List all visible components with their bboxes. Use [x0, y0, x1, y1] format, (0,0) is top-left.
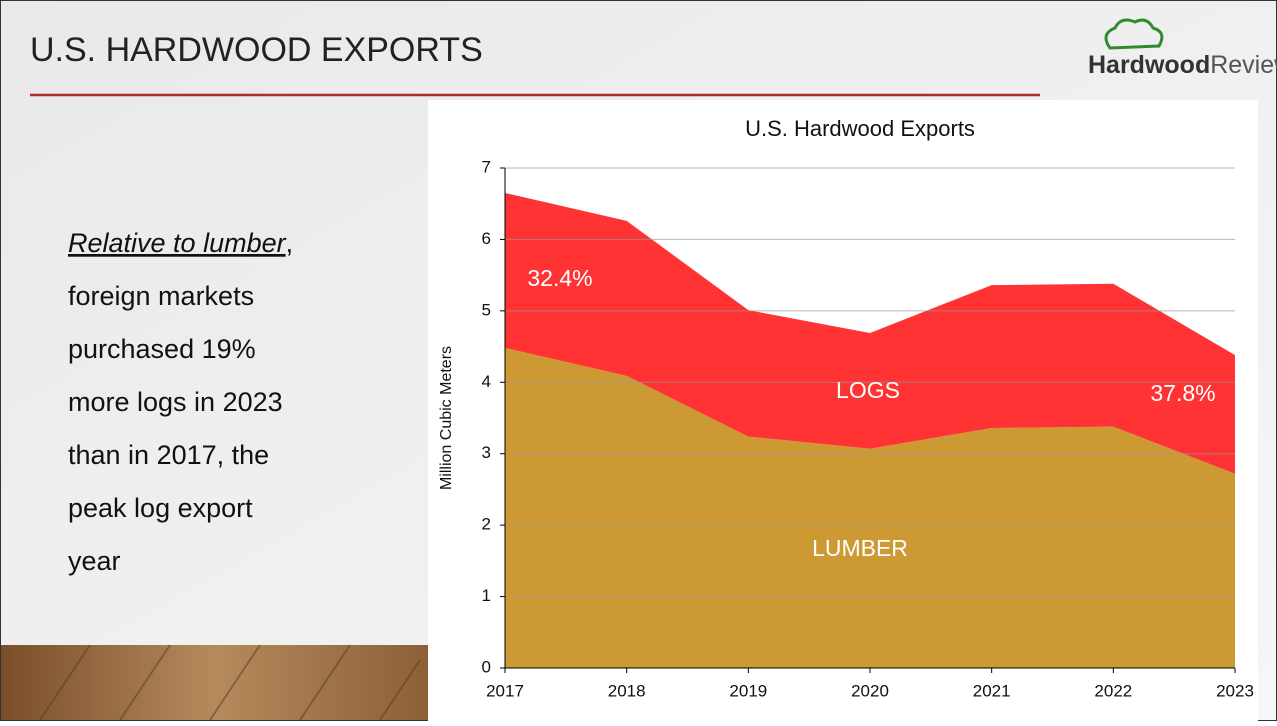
y-tick-label: 1 [482, 586, 491, 605]
y-tick-label: 5 [482, 300, 491, 319]
y-tick-label: 6 [482, 229, 491, 248]
y-tick-label: 7 [482, 157, 491, 176]
logo: HardwoodReview [1088, 18, 1277, 79]
x-tick-label: 2017 [486, 681, 524, 700]
y-tick-label: 2 [482, 515, 491, 534]
series-label: LUMBER [812, 535, 908, 561]
logo-text: HardwoodReview [1088, 51, 1277, 79]
body-line: than in 2017, the [68, 440, 269, 470]
y-tick-label: 4 [482, 372, 491, 391]
body-line: peak log export [68, 493, 253, 523]
annotation: 37.8% [1150, 380, 1215, 406]
body-text: Relative to lumber, foreign markets purch… [68, 228, 293, 576]
x-tick-label: 2023 [1216, 681, 1254, 700]
area [505, 348, 1235, 668]
annotation: 32.4% [527, 265, 592, 291]
y-tick-label: 0 [482, 657, 491, 676]
body-line: more logs in 2023 [68, 387, 283, 417]
y-tick-label: 3 [482, 443, 491, 462]
logo-bold: Hardwood [1088, 51, 1210, 79]
body-lead-line: Relative to lumber, [68, 228, 293, 258]
logo-light: Review [1210, 51, 1277, 79]
x-tick-label: 2018 [608, 681, 646, 700]
x-tick-label: 2019 [729, 681, 767, 700]
slide-title: U.S. HARDWOOD EXPORTS [30, 31, 483, 69]
body-line: purchased 19% [68, 334, 256, 364]
x-tick-label: 2022 [1094, 681, 1132, 700]
body-line: year [68, 546, 121, 576]
x-tick-label: 2020 [851, 681, 889, 700]
body-lead-punct: , [286, 228, 294, 258]
wood-floor [1, 644, 431, 721]
y-axis-label: Million Cubic Meters [438, 346, 455, 490]
chart-title: U.S. Hardwood Exports [745, 116, 975, 141]
body-lead: Relative to lumber [68, 228, 287, 258]
x-tick-label: 2021 [973, 681, 1011, 700]
body-line: foreign markets [68, 281, 254, 311]
area [505, 193, 1235, 474]
series-label: LOGS [836, 377, 900, 403]
